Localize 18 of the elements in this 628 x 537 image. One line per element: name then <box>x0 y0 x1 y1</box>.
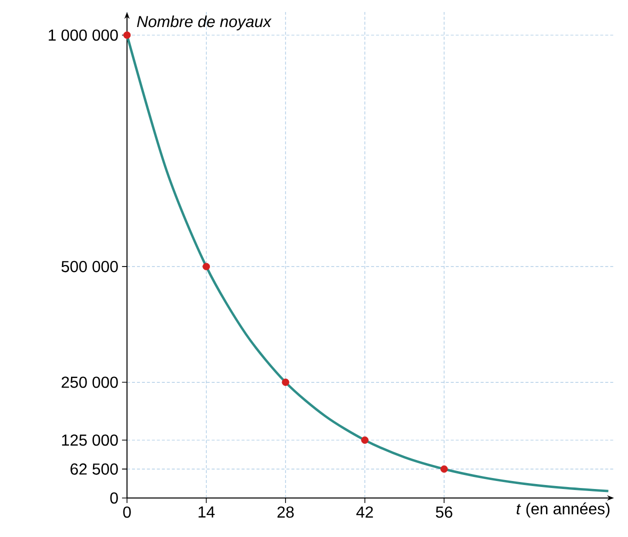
y-tick-label: 250 000 <box>62 376 118 388</box>
x-tick-label: 42 <box>356 506 373 518</box>
x-tick-label: 56 <box>436 506 452 518</box>
point <box>123 31 131 39</box>
x-tick-label: 0 <box>123 506 131 518</box>
point <box>282 378 290 386</box>
y-tick-label: 125 000 <box>62 434 118 446</box>
x-axis-title: t (en années) <box>516 502 610 518</box>
point <box>361 436 369 444</box>
y-tick-label: 0 <box>110 492 118 504</box>
y-tick-label: 62 500 <box>70 463 118 475</box>
point <box>202 262 210 270</box>
x-tick-label: 14 <box>198 506 215 518</box>
point <box>440 465 448 473</box>
y-axis-title: Nombre de noyaux <box>137 16 272 30</box>
y-tick-label: 500 000 <box>62 260 118 272</box>
x-tick-label: 28 <box>277 506 294 518</box>
y-tick-label: 1 000 000 <box>48 29 118 41</box>
